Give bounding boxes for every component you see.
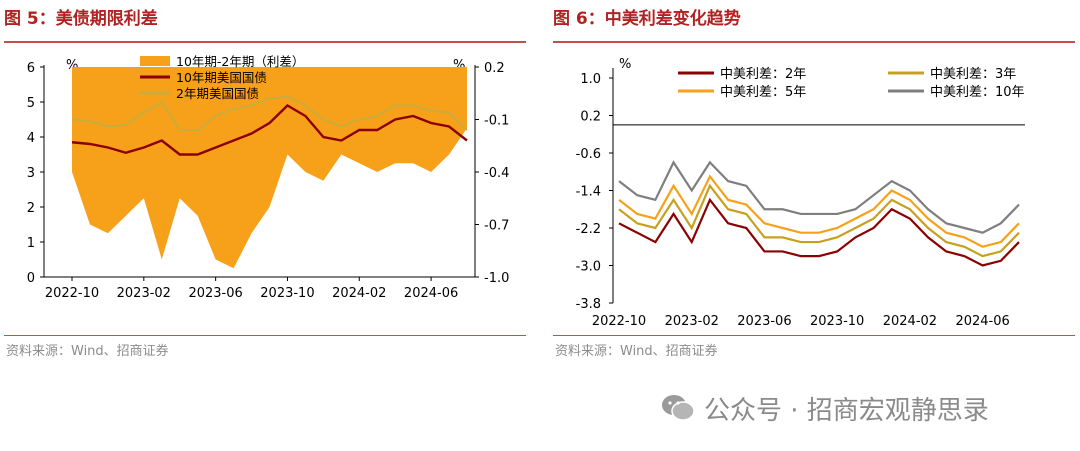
legend-label: 中美利差：5年 [720,85,806,100]
y-unit: % [619,57,631,72]
y-left-tick-label: 6 [27,61,35,76]
left-title-rule [4,41,526,43]
y-left-tick-label: 3 [27,166,35,181]
legend-swatch-spread [140,56,170,66]
y-right-tick-label: -1.0 [484,271,509,286]
y-tick-label: -1.4 [576,185,601,200]
watermark-text: 公众号 · 招商宏观静思录 [704,390,989,427]
x-tick-label: 2023-02 [665,314,719,329]
left-source: 资料来源：Wind、招商证券 [6,340,169,359]
x-tick-label: 2023-10 [810,314,864,329]
y-left-tick-label: 5 [27,96,35,111]
legend-label: 2年期美国国债 [176,86,259,101]
legend-label: 10年期-2年期（利差） [176,54,304,69]
left-source-rule [4,335,526,336]
right-chart-title: 图 6：中美利差变化趋势 [553,4,741,29]
y-right-tick-label: 0.2 [484,61,505,76]
watermark: 公众号 · 招商宏观静思录 [660,388,989,428]
spread-area [72,67,467,268]
series-line-2 [619,176,1019,246]
right-source-rule [553,335,1075,336]
x-tick-label: 2024-06 [955,314,1009,329]
legend-label: 中美利差：10年 [930,85,1025,100]
y-left-tick-label: 1 [27,236,35,251]
legend-label: 中美利差：3年 [930,67,1016,82]
y-left-tick-label: 4 [27,131,35,146]
wechat-icon [660,393,696,423]
x-tick-label: 2024-06 [404,286,458,301]
x-tick-label: 2022-10 [592,314,646,329]
x-tick-label: 2023-10 [260,286,314,301]
y-tick-label: -3.0 [576,260,601,275]
y-tick-label: 0.2 [580,110,601,125]
x-tick-label: 2023-06 [737,314,791,329]
x-tick-label: 2023-06 [188,286,242,301]
y-tick-label: 1.0 [580,72,601,87]
y-tick-label: -2.2 [576,222,601,237]
right-chart: % 1.0 0.2 -0.6 -1.4 -2.2 -3.0 -3.8 2022-10 2023-0… [553,45,1078,335]
y-left-tick-label: 0 [27,271,35,286]
y-left-tick-label: 2 [27,201,35,216]
left-chart-title: 图 5：美债期限利差 [4,4,158,29]
y-tick-label: -3.8 [576,297,601,312]
legend-label: 10年期美国国债 [176,70,267,85]
x-tick-label: 2024-02 [883,314,937,329]
legend-label: 中美利差：2年 [720,67,806,82]
y-right-tick-label: -0.4 [484,166,509,181]
x-tick-label: 2024-02 [332,286,386,301]
y-right-tick-label: -0.1 [484,114,509,129]
x-tick-label: 2022-10 [45,286,99,301]
y-tick-label: -0.6 [576,147,601,162]
y-right-tick-label: -0.7 [484,219,509,234]
x-tick-label: 2023-02 [117,286,171,301]
right-source: 资料来源：Wind、招商证券 [555,340,718,359]
right-title-rule [553,41,1075,43]
